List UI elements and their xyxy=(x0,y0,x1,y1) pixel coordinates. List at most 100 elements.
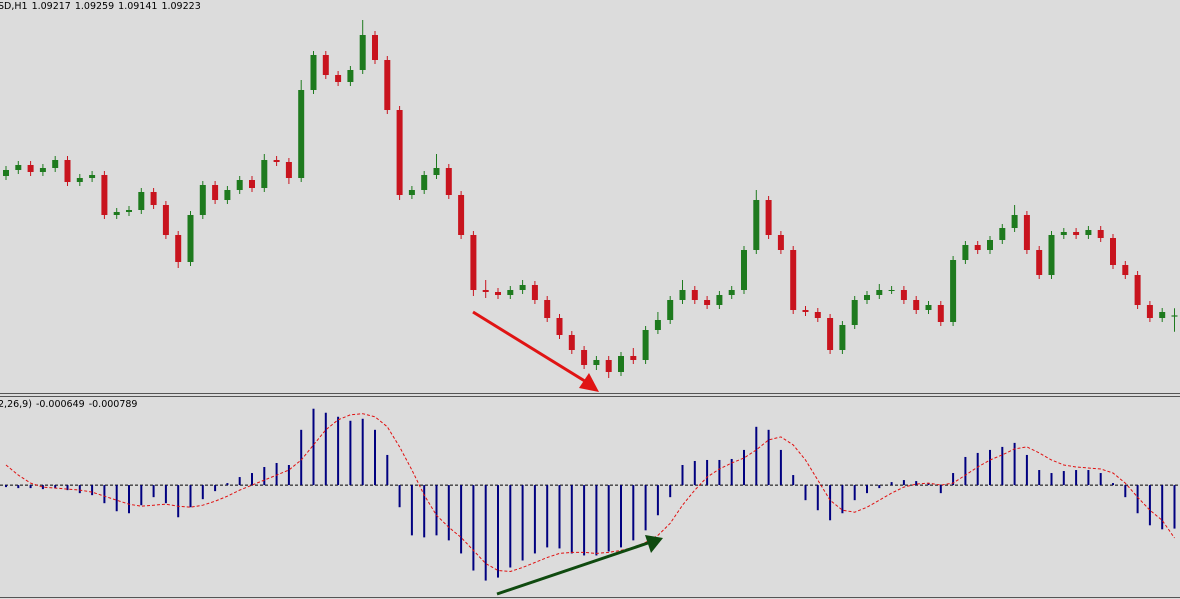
candle-body xyxy=(704,300,711,305)
candle-body xyxy=(691,290,698,300)
candle-body xyxy=(359,35,366,70)
macd-bar xyxy=(497,485,499,578)
candle-body xyxy=(421,175,428,190)
candle-body xyxy=(987,240,993,250)
macd-bar xyxy=(1124,485,1127,498)
macd-bar xyxy=(1173,485,1176,529)
macd-bar xyxy=(1136,485,1139,514)
candle-body xyxy=(396,110,403,195)
macd-bar xyxy=(829,485,832,521)
candle-body xyxy=(716,295,723,305)
macd-bar xyxy=(41,485,44,490)
macd-bar xyxy=(1062,471,1065,486)
macd-bar xyxy=(730,458,733,486)
macd-bar xyxy=(238,477,241,486)
candle-body xyxy=(224,190,231,200)
macd-bar xyxy=(177,485,180,518)
candle-body xyxy=(1073,232,1080,235)
macd-bar xyxy=(152,485,155,498)
candle-body xyxy=(1122,265,1129,275)
candle-body xyxy=(741,250,747,290)
macd-bar xyxy=(755,426,758,486)
candle-body xyxy=(445,168,452,195)
candle-body xyxy=(556,318,563,335)
macd-bar xyxy=(472,485,475,571)
macd-bar xyxy=(1148,485,1151,526)
price-header: SD,H1 1.09217 1.09259 1.09141 1.09223 xyxy=(0,1,205,12)
macd-bar xyxy=(583,485,586,556)
candle-body xyxy=(261,160,268,188)
macd-bar xyxy=(853,485,856,501)
candle-body xyxy=(605,360,612,372)
macd-bar xyxy=(595,485,598,556)
candle-body xyxy=(618,356,624,372)
candle-body xyxy=(15,165,22,170)
candle-body xyxy=(667,300,674,320)
macd-bar xyxy=(693,460,696,486)
macd-bar xyxy=(718,459,721,486)
macd-bar xyxy=(398,485,401,508)
candle-body xyxy=(1110,238,1116,265)
candle-body xyxy=(630,356,637,360)
macd-main-value: -0.000649 xyxy=(35,399,85,410)
macd-bar xyxy=(251,473,253,486)
candle-body xyxy=(1023,215,1030,250)
candle-body xyxy=(162,205,169,235)
candle-body xyxy=(310,55,317,90)
candle-body xyxy=(974,245,981,250)
candle-body xyxy=(249,180,255,188)
macd-bar xyxy=(976,452,979,486)
macd-bar xyxy=(435,485,438,536)
macd-bar xyxy=(681,465,684,486)
macd-bar xyxy=(890,482,893,486)
green-arrow-head xyxy=(645,535,663,553)
macd-bar xyxy=(54,485,57,489)
candle-body xyxy=(76,178,83,182)
candle-body xyxy=(433,168,440,175)
macd-bar xyxy=(386,454,389,486)
candle-body xyxy=(482,290,489,292)
candle-body xyxy=(52,160,59,168)
macd-bar xyxy=(423,485,426,538)
open-value: 1.09217 xyxy=(31,1,71,12)
candle-body xyxy=(187,215,194,262)
macd-bar xyxy=(128,485,130,514)
candle-body xyxy=(384,60,391,110)
candle-body xyxy=(495,292,501,295)
macd-bar xyxy=(140,485,143,506)
candle-body xyxy=(999,228,1006,240)
macd-bar xyxy=(287,465,290,486)
candle-body xyxy=(937,305,944,322)
macd-bar xyxy=(349,420,352,486)
macd-bar xyxy=(878,485,881,489)
candle-body xyxy=(39,168,46,172)
macd-bar xyxy=(546,485,549,548)
macd-bar xyxy=(201,485,204,500)
candle-body xyxy=(89,175,96,178)
candle-body xyxy=(531,285,538,300)
candle-body xyxy=(544,300,551,318)
macd-bar xyxy=(374,429,376,486)
candle-body xyxy=(335,75,342,82)
candle-body xyxy=(298,90,305,178)
candle-body xyxy=(679,290,686,300)
candle-body xyxy=(212,185,219,200)
macd-bar xyxy=(656,485,659,516)
candle-body xyxy=(1171,315,1178,317)
candle-body xyxy=(654,320,661,330)
candle-body xyxy=(864,295,870,300)
candle-body xyxy=(138,192,145,210)
macd-bar xyxy=(866,485,868,494)
low-value: 1.09141 xyxy=(118,1,158,12)
candle-body xyxy=(1159,312,1166,318)
macd-bar xyxy=(804,485,807,501)
candle-body xyxy=(126,210,132,212)
green-arrow-shaft xyxy=(496,541,649,596)
candle-body xyxy=(962,245,969,260)
macd-bar xyxy=(632,485,635,541)
candle-body xyxy=(790,250,797,310)
macd-bar xyxy=(1087,470,1090,486)
high-value: 1.09259 xyxy=(74,1,115,12)
